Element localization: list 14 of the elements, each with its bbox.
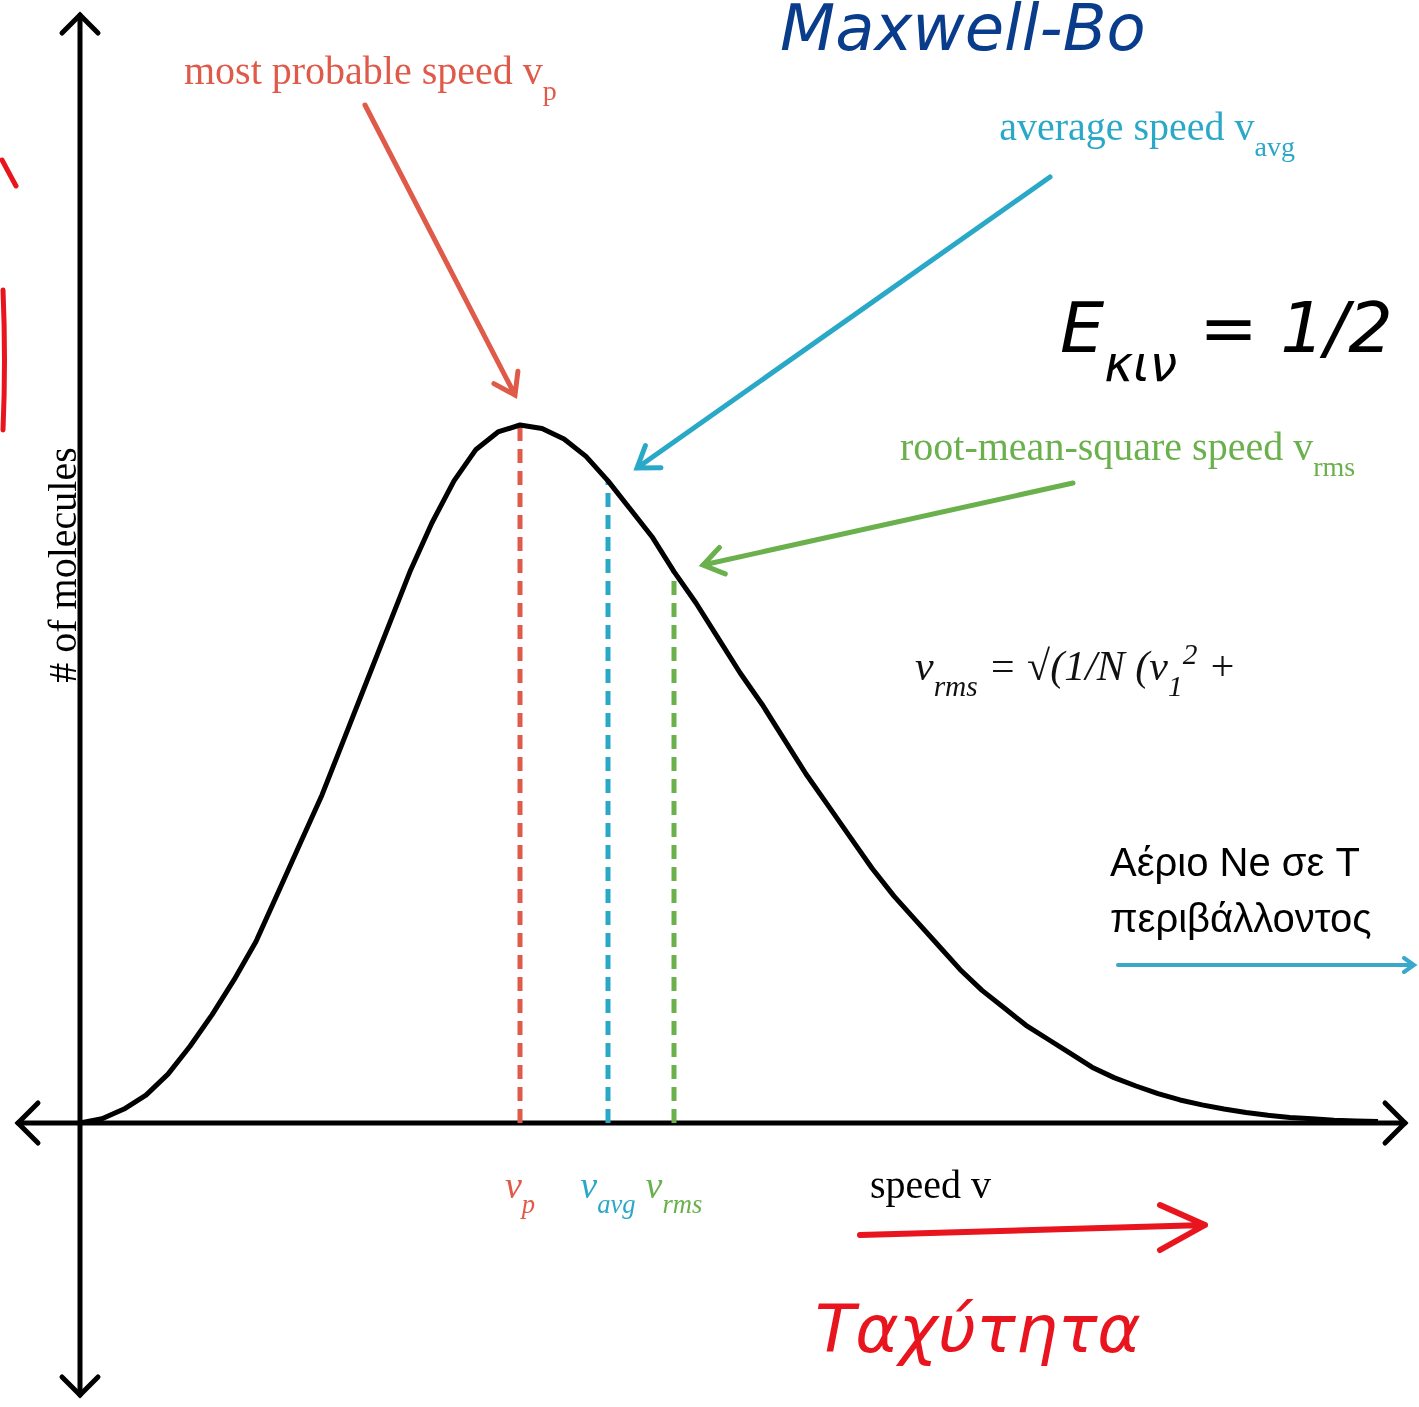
text: most probable speed v$_{p}$	[184, 48, 557, 106]
annotation: root-mean-square speed v$_{rms}$	[900, 424, 1356, 482]
annotation: περιβάλλοντος	[1110, 896, 1372, 940]
x-tick-label: v$_{p}$	[504, 1164, 536, 1219]
x-axis-title: speed v	[870, 1162, 992, 1207]
x-tick-label: v$_{avg}$	[580, 1164, 636, 1219]
text: E$_{κιν}$ = 1/2	[1060, 287, 1393, 393]
text: Ταχύτητα	[815, 1291, 1141, 1368]
annotation: v$_{rms}$ = √(1/N (v$_{1}$$^{2}$ +	[915, 638, 1237, 702]
chart-title: Maxwell-Bo	[780, 0, 1146, 65]
y-axis-title: # of molecules	[40, 447, 85, 683]
x-tick-label: v$_{rms}$	[645, 1164, 703, 1219]
text: average speed v$_{avg}$	[999, 104, 1295, 162]
annotation: Αέριο Ne σε T	[1110, 840, 1360, 884]
